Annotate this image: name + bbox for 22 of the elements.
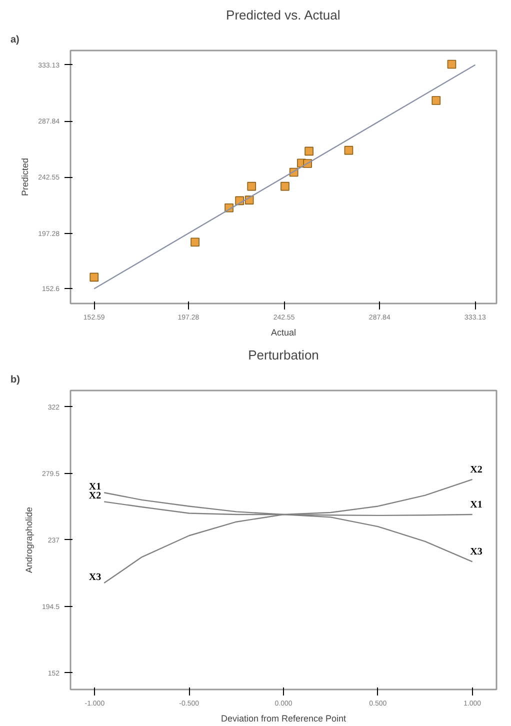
point [432,96,441,105]
point [304,146,314,156]
point [190,238,200,247]
text: b) [10,374,20,386]
text: X1 [470,500,482,511]
point [447,60,456,69]
series-label: X3 [470,546,482,558]
text: X2 [470,464,482,476]
chart-title: Perturbation [248,348,319,362]
text: a) [10,34,20,46]
x-axis-title: Deviation from Reference Point [220,714,347,724]
y-axis-title: Predicted [20,158,30,196]
series-label: X1 [88,482,102,493]
chart-title: Predicted vs. Actual [226,8,340,22]
y-axis-title: Andrographolide [24,506,34,574]
point [247,182,256,191]
point [344,146,354,155]
x-axis-title: Actual [270,328,296,338]
series-label: X2 [88,490,102,502]
point [280,182,290,191]
text: X3 [88,572,102,584]
point [90,272,99,282]
